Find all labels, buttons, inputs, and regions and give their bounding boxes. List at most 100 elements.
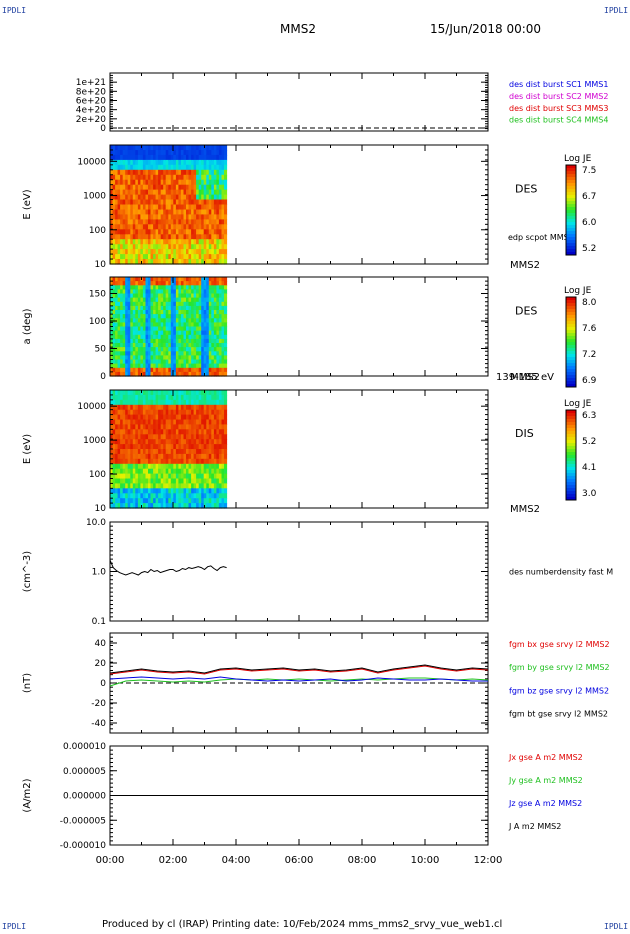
panel-des-pitch-cell	[221, 355, 225, 361]
panel-des-pitch-cell	[193, 371, 197, 377]
panel-des-energy-cell	[201, 164, 205, 171]
panel-des-pitch-cell	[117, 343, 121, 348]
panel-des-energy-cell	[160, 199, 164, 206]
panel-des-energy-cell	[112, 204, 116, 211]
panel-des-pitch-cell	[191, 330, 195, 336]
panel-dis-energy-cell	[221, 404, 225, 411]
panel-des-pitch-cell	[160, 297, 164, 303]
panel-des-pitch-cell	[148, 285, 152, 290]
panel-dis-energy-cell	[201, 444, 205, 450]
panel-des-pitch-cell	[115, 301, 119, 307]
panel-des-pitch-cell	[173, 318, 177, 323]
panel-des-energy-cell	[125, 249, 129, 255]
panel-des-pitch-cell	[115, 334, 119, 340]
panel-dis-energy-cell	[180, 483, 184, 489]
panel-des-pitch-cell	[221, 330, 225, 336]
panel-des-pitch-cell	[175, 293, 179, 299]
panel-des-energy-cell	[145, 145, 149, 151]
panel-dis-energy-cell	[168, 399, 172, 406]
panel-des-energy-cell	[140, 169, 144, 176]
panel-des-energy-cell	[188, 229, 192, 235]
panel-des-pitch-cell	[120, 301, 124, 307]
panel-des-pitch-cell	[122, 322, 126, 328]
panel-des-pitch-cell	[183, 363, 187, 369]
panel-des-energy-cell	[125, 159, 129, 166]
panel-des-energy-cell	[135, 199, 139, 206]
panel-dis-energy-cell	[153, 468, 157, 475]
panel-dis-energy-cell	[135, 419, 139, 425]
panel-dis-energy-cell	[132, 404, 136, 411]
panel-dis-energy-cell	[201, 434, 205, 440]
panel-dis-energy-cell	[150, 414, 154, 421]
panel-dis-energy-cell	[191, 473, 195, 480]
panel-dis-energy-cell	[158, 488, 162, 494]
panel-des-pitch-cell	[135, 371, 139, 377]
panel-des-energy-colorbar-cell	[566, 240, 576, 244]
panel-des-energy-cell	[183, 179, 187, 186]
panel-burst-ytick-label: 2e+20	[76, 115, 107, 125]
panel-dis-energy-cell	[175, 463, 179, 470]
panel-density-legend-entry: des numberdensity fast M	[509, 568, 613, 577]
panel-dis-energy-cell	[198, 394, 202, 401]
panel-dis-energy-cell	[198, 503, 202, 509]
panel-des-energy-cell	[120, 239, 124, 245]
panel-des-pitch-cell	[213, 318, 217, 323]
panel-dis-energy-cell	[183, 429, 187, 435]
panel-dis-energy-cell	[122, 394, 126, 401]
panel-des-energy-cell	[201, 209, 205, 216]
panel-dis-energy-cell	[165, 483, 169, 489]
panel-des-energy-colorbar-tick: 5.2	[582, 244, 596, 254]
panel-dis-energy-cell	[155, 458, 159, 465]
panel-des-energy-cell	[186, 229, 190, 235]
panel-des-pitch-colorbar-cell	[566, 354, 576, 358]
panel-dis-energy-cell	[153, 444, 157, 450]
panel-des-energy-cell	[218, 189, 222, 196]
panel-des-pitch-cell	[203, 330, 207, 336]
panel-des-energy-cell	[158, 164, 162, 171]
panel-dis-energy-cell	[193, 498, 197, 504]
panel-dis-energy-cell	[112, 439, 116, 445]
panel-des-energy-cell	[170, 249, 174, 255]
panel-dis-energy-cell	[203, 453, 207, 460]
panel-des-energy-cell	[145, 150, 149, 156]
panel-des-energy-cell	[206, 145, 210, 151]
panel-des-pitch-cell	[188, 289, 192, 295]
panel-dis-energy-cell	[175, 488, 179, 494]
panel-dis-energy-cell	[110, 429, 114, 435]
panel-des-pitch-cell	[165, 326, 169, 332]
panel-des-pitch-cell	[150, 330, 154, 336]
panel-des-energy-cell	[224, 224, 228, 230]
panel-des-pitch-cell	[150, 293, 154, 299]
panel-dis-energy-cell	[135, 493, 139, 499]
panel-des-energy-cell	[158, 159, 162, 166]
panel-dis-energy-cell	[142, 488, 146, 494]
panel-des-energy-cell	[206, 234, 210, 240]
panel-dis-energy-cell	[180, 503, 184, 509]
panel-dis-energy-cell	[120, 419, 124, 425]
panel-des-pitch-cell	[208, 297, 212, 303]
panel-dis-energy-cell	[135, 429, 139, 435]
panel-des-pitch-cell	[198, 297, 202, 303]
panel-dis-energy-cell	[191, 503, 195, 509]
panel-dis-energy-cell	[203, 473, 207, 480]
panel-dis-energy-cell	[145, 449, 149, 455]
panel-dis-energy-cell	[224, 498, 228, 504]
panel-des-energy-cell	[168, 204, 172, 211]
panel-des-pitch-cell	[208, 322, 212, 328]
panel-dis-energy-cell	[224, 414, 228, 421]
panel-des-energy-cell	[165, 145, 169, 151]
panel-des-energy-cell	[142, 229, 146, 235]
panel-dis-energy-cell	[201, 493, 205, 499]
panel-des-energy-cell	[120, 145, 124, 151]
panel-des-pitch-cell	[180, 326, 184, 332]
panel-des-pitch-cell	[218, 367, 222, 373]
panel-dis-energy-cell	[178, 439, 182, 445]
panel-dis-energy-cell	[163, 419, 167, 425]
panel-dis-energy-cell	[142, 434, 146, 440]
panel-des-pitch-cell	[218, 363, 222, 369]
panel-des-energy-cell	[196, 164, 200, 171]
panel-dis-energy-cell	[221, 468, 225, 475]
panel-dis-energy-cell	[130, 414, 134, 421]
panel-dis-energy-cell	[170, 493, 174, 499]
panel-des-pitch-cell	[208, 285, 212, 290]
